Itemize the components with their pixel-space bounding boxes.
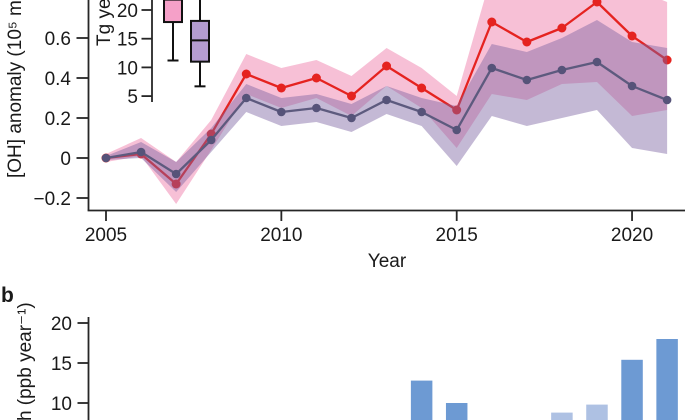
purple-series-point-2018 bbox=[557, 65, 567, 75]
purple-series-point-2021 bbox=[662, 95, 672, 105]
purple-series-point-2016 bbox=[487, 63, 497, 73]
panel-b-y-axis-title: CH₄ growth (ppb year⁻¹) bbox=[15, 302, 36, 420]
purple-series-point-2010 bbox=[277, 107, 286, 117]
panel-a-x-axis-title: Year bbox=[368, 251, 407, 272]
purple-series-point-2008 bbox=[206, 135, 216, 145]
purple-series-point-2007 bbox=[171, 169, 181, 179]
purple-band bbox=[106, 20, 668, 192]
inset-boxplot: 20 15 10 5 Tg year⁻¹ bbox=[94, 0, 210, 108]
red-series-point-2018 bbox=[557, 23, 567, 33]
pink-box bbox=[163, 0, 183, 24]
inset-y-tick-label: 10 bbox=[117, 58, 138, 79]
red-series-point-2020 bbox=[627, 31, 637, 41]
panel-a-y-tick-label: 0.4 bbox=[45, 69, 72, 90]
purple-series-point-2019 bbox=[592, 57, 602, 67]
panel-b-y-tick-label: 20 bbox=[51, 314, 72, 335]
inset-boxes bbox=[163, 0, 210, 88]
bar-2015 bbox=[445, 403, 468, 420]
red-series-point-2013 bbox=[382, 61, 392, 71]
inset-y-tick-label: 15 bbox=[117, 30, 138, 51]
red-band bbox=[106, 0, 668, 204]
panel-a-plot-area bbox=[101, 0, 672, 204]
panel-a-y-tick-label: 0.6 bbox=[45, 29, 71, 50]
panel-a-x-tick-label: 2005 bbox=[85, 225, 127, 246]
red-series-point-2010 bbox=[276, 83, 286, 93]
red-series-point-2015 bbox=[452, 105, 462, 115]
purple-series-point-2014 bbox=[417, 107, 426, 117]
purple-series-point-2005 bbox=[101, 153, 111, 163]
purple-series-point-2017 bbox=[522, 75, 532, 85]
red-series-point-2021 bbox=[662, 55, 672, 65]
red-series-point-2019 bbox=[592, 0, 602, 7]
panel-b-y-tick-label: 10 bbox=[51, 394, 72, 415]
panel-a-y-axis-title: [OH] anomaly (10⁵ molecules cm⁻³) bbox=[5, 0, 26, 178]
panel-a-x-tick-label: 2010 bbox=[260, 225, 302, 246]
panel-b-axes: 20 15 10 bbox=[51, 314, 90, 420]
purple-series-point-2012 bbox=[347, 113, 356, 123]
red-series-point-2016 bbox=[487, 17, 497, 27]
red-series-point-2017 bbox=[522, 37, 532, 47]
purple-series-point-2011 bbox=[312, 103, 321, 113]
red-series-point-2014 bbox=[417, 83, 427, 93]
panel-b-y-tick-label: 15 bbox=[51, 354, 72, 375]
panel-a-y-tick-label: 0.2 bbox=[45, 109, 71, 130]
panel-b: b 20 15 10 CH₄ growth (ppb year⁻¹) bbox=[1, 284, 678, 420]
bar-2019 bbox=[586, 404, 608, 420]
panel-a-x-tick-label: 2015 bbox=[436, 225, 478, 246]
red-series-point-2012 bbox=[346, 91, 356, 101]
bar-2021 bbox=[656, 339, 678, 420]
purple-series-point-2013 bbox=[382, 95, 391, 105]
bar-2018 bbox=[551, 412, 573, 420]
bar-2014 bbox=[410, 380, 433, 420]
bar-2020 bbox=[621, 359, 643, 420]
red-series-point-2007 bbox=[171, 179, 181, 189]
inset-y-tick-label: 20 bbox=[117, 1, 138, 22]
inset-y-tick-label: 5 bbox=[127, 87, 138, 108]
panel-a-y-tick-label: −0.2 bbox=[33, 189, 71, 210]
purple-series-point-2009 bbox=[241, 93, 251, 103]
panel-b-label: b bbox=[1, 284, 14, 307]
purple-series-point-2006 bbox=[136, 147, 146, 157]
inset-y-axis-title: Tg year⁻¹ bbox=[94, 0, 115, 46]
red-series-point-2011 bbox=[311, 73, 321, 83]
purple-series-point-2015 bbox=[452, 125, 462, 135]
panel-a-x-tick-label: 2020 bbox=[611, 225, 653, 246]
panel-a-y-tick-label: 0 bbox=[60, 149, 71, 170]
panel-b-bars bbox=[410, 339, 678, 420]
inset-axes: 20 15 10 5 bbox=[117, 0, 153, 108]
purple-series-point-2020 bbox=[627, 81, 637, 91]
red-series-point-2009 bbox=[241, 69, 251, 79]
